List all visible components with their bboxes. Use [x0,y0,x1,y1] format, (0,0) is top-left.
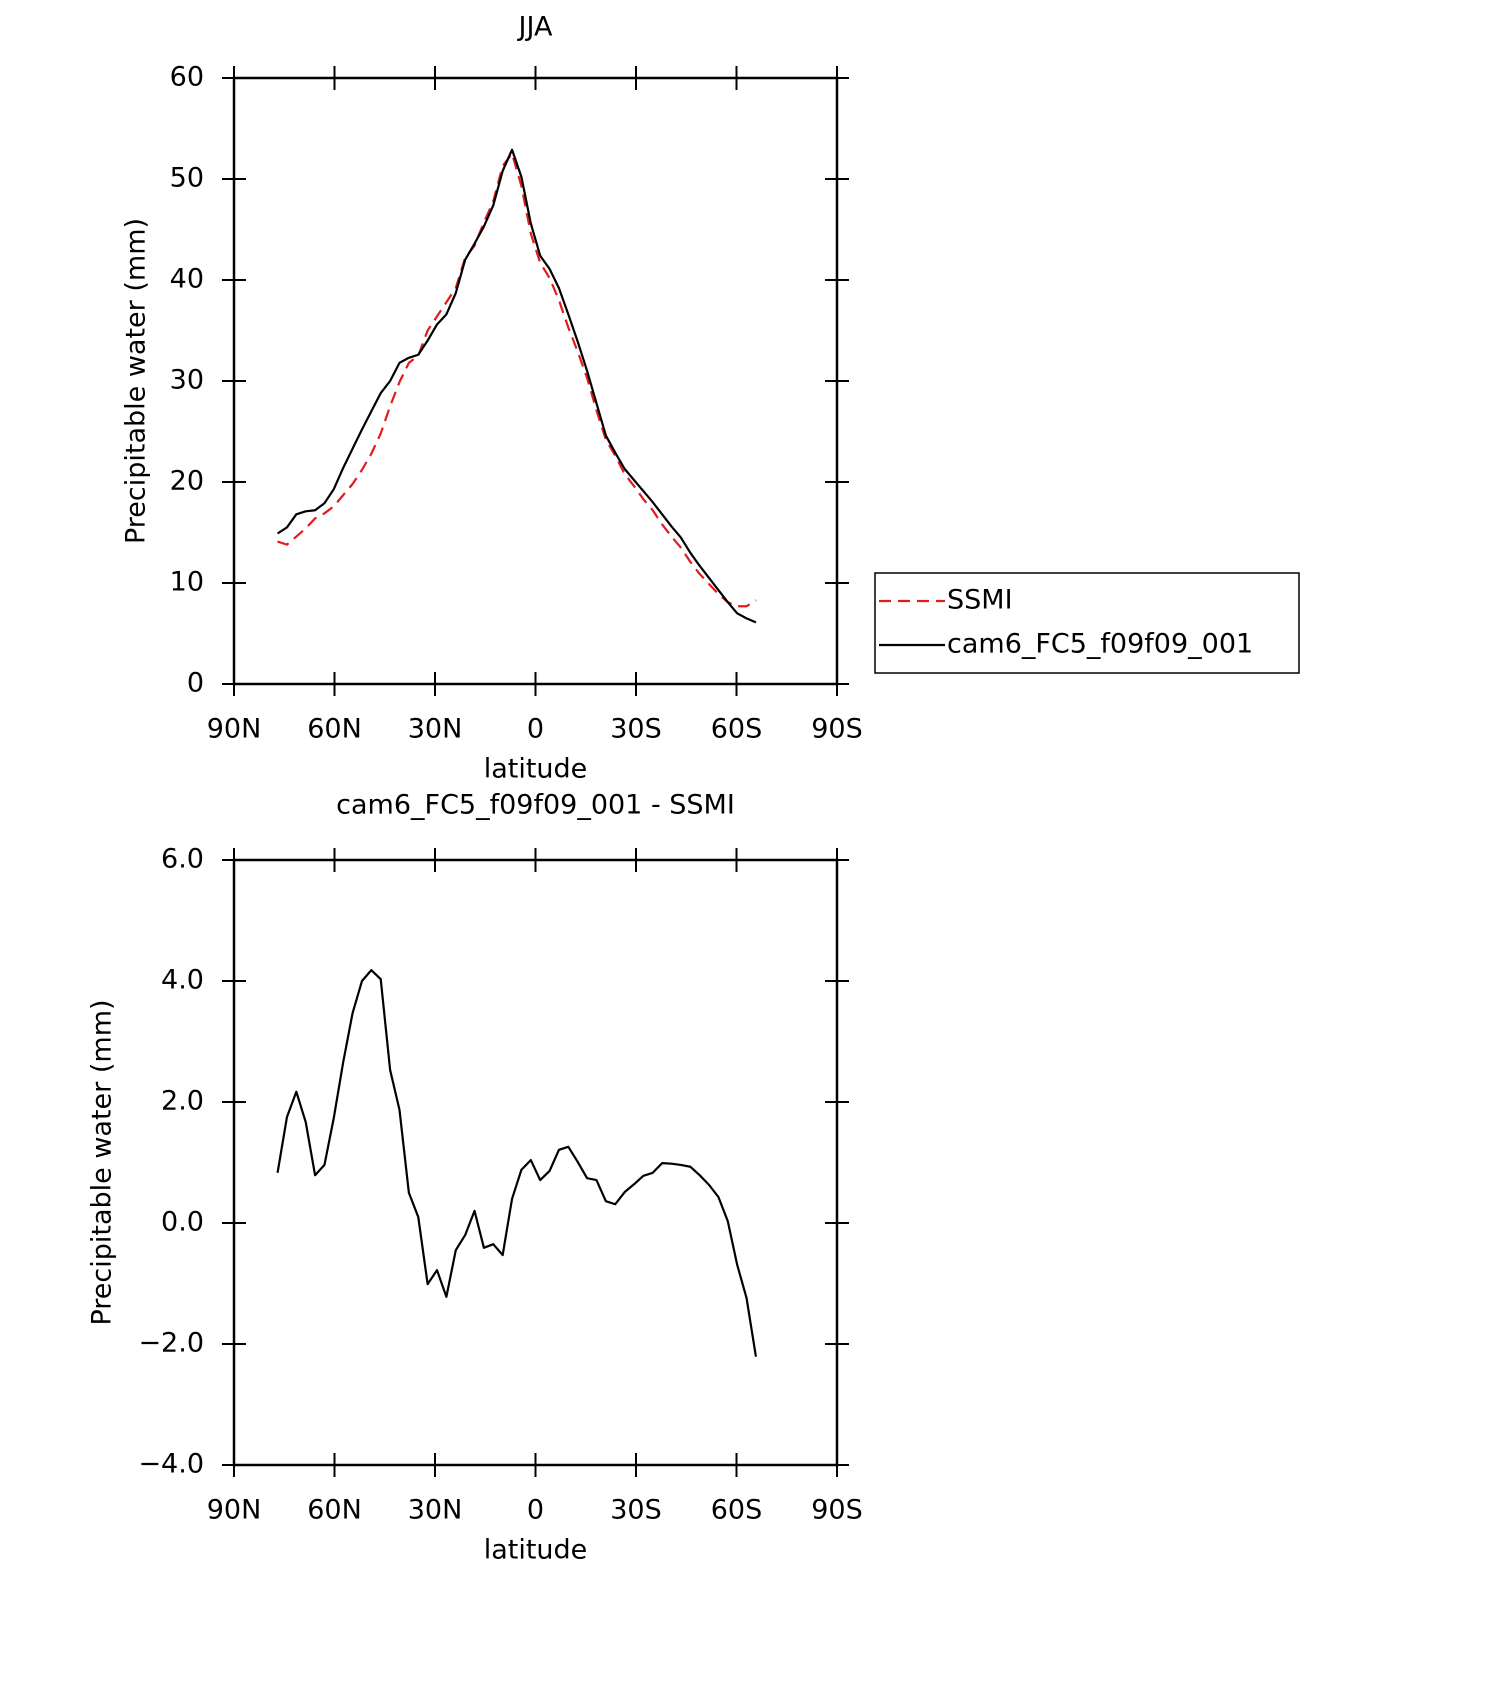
y-tick-label: −2.0 [138,1328,204,1359]
legend-label: SSMI [947,585,1013,616]
y-tick-label: −4.0 [138,1449,204,1480]
legend-label: cam6_FC5_f09f09_001 [947,629,1253,660]
y-tick-label: 10 [170,567,204,598]
y-tick-label: 60 [170,62,204,93]
data-line [277,152,757,608]
x-tick-label: 0 [527,1495,544,1526]
x-axis-label: latitude [484,1535,588,1566]
x-tick-label: 0 [527,714,544,745]
chart-title: cam6_FC5_f09f09_001 - SSMI [336,790,735,821]
chart-title: JJA [517,12,553,43]
y-tick-label: 4.0 [161,965,204,996]
plot-frame [232,76,839,686]
x-tick-label: 90N [207,714,262,745]
y-axis-label: Precipitable water (mm) [121,218,152,544]
x-tick-label: 60N [307,1495,362,1526]
x-tick-label: 60S [711,1495,763,1526]
y-tick-label: 0 [187,668,204,699]
x-tick-label: 90N [207,1495,262,1526]
y-tick-label: 50 [170,163,204,194]
y-tick-label: 2.0 [161,1086,204,1117]
x-tick-label: 90S [811,1495,863,1526]
x-tick-label: 30S [610,1495,662,1526]
x-axis-label: latitude [484,754,588,785]
x-tick-label: 30N [408,714,463,745]
y-tick-label: 30 [170,365,204,396]
data-line [276,969,758,1357]
data-line [276,148,757,624]
y-tick-label: 20 [170,466,204,497]
y-axis-label: Precipitable water (mm) [87,999,118,1325]
y-tick-label: 6.0 [161,844,204,875]
x-tick-label: 60S [711,714,763,745]
y-tick-label: 40 [170,264,204,295]
legend-box [874,572,1300,674]
x-tick-label: 30N [408,1495,463,1526]
plot-frame [232,858,839,1467]
y-tick-label: 0.0 [161,1207,204,1238]
x-tick-label: 60N [307,714,362,745]
x-tick-label: 30S [610,714,662,745]
x-tick-label: 90S [811,714,863,745]
